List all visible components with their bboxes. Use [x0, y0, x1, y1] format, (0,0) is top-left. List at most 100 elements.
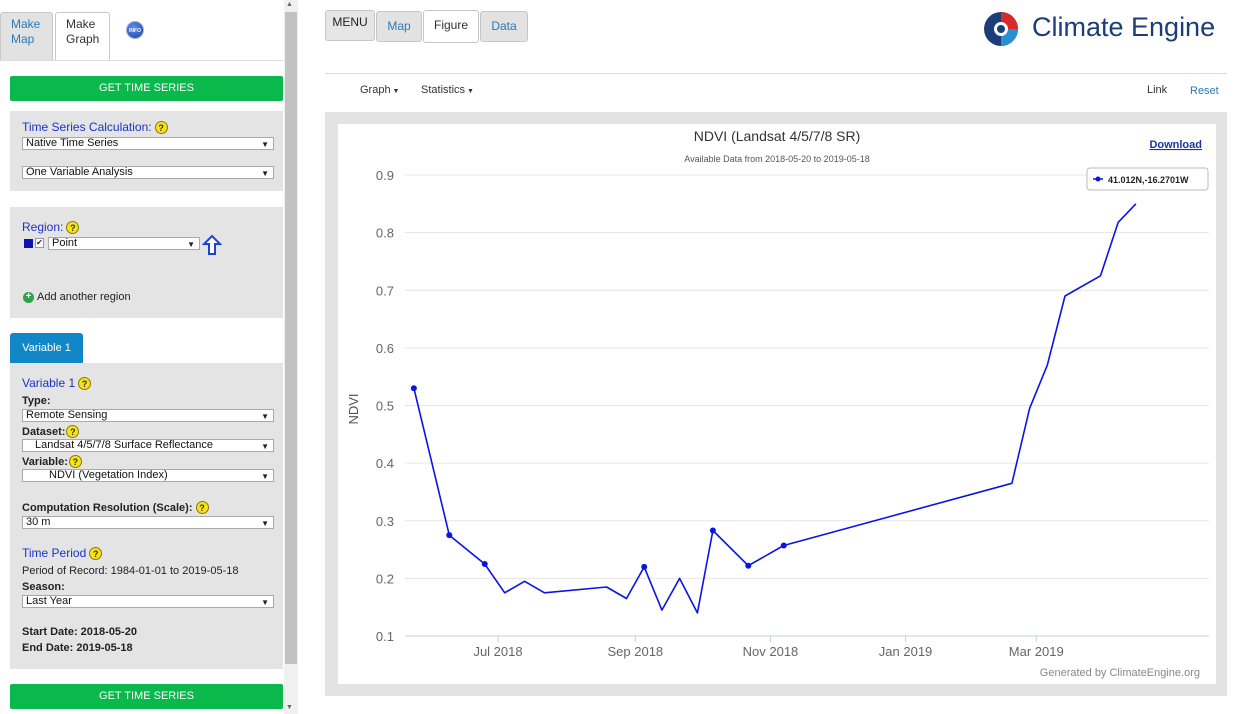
add-region-icon[interactable]: +	[23, 292, 34, 303]
dataset-select[interactable]: Landsat 4/5/7/8 Surface Reflectance ▼	[22, 439, 274, 452]
chart-title: NDVI (Landsat 4/5/7/8 SR)	[694, 128, 861, 144]
x-tick-label: Jul 2018	[473, 644, 522, 659]
data-point	[446, 532, 453, 539]
variable-heading: Variable 1?	[22, 376, 92, 391]
caret-down-icon: ▼	[390, 88, 400, 95]
help-icon[interactable]: ?	[68, 455, 82, 469]
chart-subtitle: Available Data from 2018-05-20 to 2019-0…	[684, 154, 869, 164]
dataset-select-value: Landsat 4/5/7/8 Surface Reflectance	[35, 439, 213, 451]
graph-menu-label: Graph	[360, 84, 391, 96]
type-select[interactable]: Remote Sensing ▼	[22, 409, 274, 422]
region-select-value: Point	[52, 237, 78, 249]
region-section: Region:? ✔ Point ▼ + Add another region	[10, 207, 283, 318]
start-date: Start Date: 2018-05-20	[22, 626, 137, 638]
data-point	[481, 560, 488, 567]
analysis-select-value: One Variable Analysis	[26, 166, 133, 178]
ts-calc-select-value: Native Time Series	[26, 137, 119, 149]
scale-select[interactable]: 30 m ▼	[22, 516, 274, 529]
season-select[interactable]: Last Year ▼	[22, 595, 274, 608]
legend-box	[1086, 167, 1209, 191]
help-icon[interactable]: ?	[78, 377, 92, 391]
scrollbar-thumb[interactable]	[285, 12, 297, 664]
tab-make-graph-line1: Make	[66, 17, 96, 31]
legend-marker-icon	[1095, 176, 1101, 182]
chart-series	[410, 203, 1137, 614]
graph-menu[interactable]: Graph ▼	[360, 84, 399, 96]
variable-select-value: NDVI (Vegetation Index)	[49, 469, 168, 481]
type-label: Type:	[22, 395, 51, 407]
y-tick-label: 0.6	[376, 341, 394, 356]
dropdown-arrow-icon: ▼	[261, 598, 269, 607]
scale-select-value: 30 m	[26, 516, 51, 528]
ndvi-chart: 0.1 0.2 0.3 0.4 0.5 0.6 0.7 0.8 0.9 Jul 2018 Sep …	[346, 128, 1209, 679]
variable-select[interactable]: NDVI (Vegetation Index) ▼	[22, 469, 274, 482]
left-panel: Make Map Make Graph INFO GET TIME SERIES…	[0, 0, 298, 714]
data-point	[410, 385, 417, 392]
get-time-series-button-bottom[interactable]: GET TIME SERIES	[10, 684, 283, 709]
link-button[interactable]: Link	[1147, 84, 1168, 96]
data-point	[709, 527, 716, 534]
tab-figure[interactable]: Figure	[423, 10, 479, 43]
help-icon[interactable]: ?	[66, 425, 80, 439]
reset-button[interactable]: Reset	[1190, 85, 1219, 97]
statistics-menu-label: Statistics	[421, 84, 466, 96]
tab-make-map-line2: Map	[11, 32, 35, 46]
variable-1-tab[interactable]: Variable 1	[10, 333, 83, 363]
variable-field-heading: Variable:?	[22, 454, 82, 469]
region-title: Region:	[22, 220, 64, 234]
help-icon[interactable]: ?	[89, 547, 103, 561]
tab-make-graph[interactable]: Make Graph	[55, 12, 110, 61]
statistics-menu[interactable]: Statistics ▼	[421, 84, 474, 96]
tab-make-map-line1: Make	[11, 17, 41, 31]
tab-map[interactable]: Map	[376, 11, 422, 42]
tab-make-graph-line2: Graph	[66, 32, 100, 46]
help-icon[interactable]: ?	[154, 121, 168, 135]
y-tick-label: 0.3	[376, 514, 394, 529]
dropdown-arrow-icon: ▼	[261, 169, 269, 178]
scroll-up-icon[interactable]: ▲	[286, 1, 293, 8]
ts-calc-select[interactable]: Native Time Series ▼	[22, 137, 274, 150]
info-icon[interactable]: INFO	[126, 21, 144, 39]
dataset-label: Dataset:	[22, 426, 66, 438]
get-time-series-button-top[interactable]: GET TIME SERIES	[10, 76, 283, 101]
season-label: Season:	[22, 581, 65, 593]
tab-make-map[interactable]: Make Map	[0, 12, 53, 60]
upload-arrow-icon[interactable]	[202, 234, 222, 256]
dropdown-arrow-icon: ▼	[261, 472, 269, 481]
type-select-value: Remote Sensing	[26, 409, 108, 421]
region-color-swatch[interactable]	[24, 239, 33, 248]
time-period-title: Time Period	[22, 546, 87, 560]
ts-calc-heading: Time Series Calculation:?	[22, 120, 168, 135]
help-icon[interactable]: ?	[195, 501, 209, 515]
tab-data[interactable]: Data	[480, 11, 528, 42]
add-region-link[interactable]: Add another region	[37, 291, 131, 303]
download-link[interactable]: Download	[1149, 139, 1202, 151]
region-checkbox[interactable]: ✔	[35, 238, 44, 248]
y-tick-label: 0.2	[376, 571, 394, 586]
x-axis-ticks: Jul 2018 Sep 2018 Nov 2018 Jan 2019 Mar 2019	[473, 636, 1064, 659]
scale-label: Computation Resolution (Scale):	[22, 502, 193, 514]
brand-title: Climate Engine	[1032, 12, 1216, 42]
variable-section: Variable 1? Type: Remote Sensing ▼ Datase…	[10, 363, 283, 669]
help-icon[interactable]: ?	[66, 221, 80, 235]
chart-credit: Generated by ClimateEngine.org	[1040, 667, 1200, 679]
region-select[interactable]: Point ▼	[48, 237, 200, 250]
time-series-calc-section: Time Series Calculation:? Native Time Se…	[10, 111, 283, 191]
data-point	[780, 542, 787, 549]
scale-heading: Computation Resolution (Scale):?	[22, 500, 209, 515]
variable-title: Variable 1	[22, 376, 76, 390]
x-tick-label: Mar 2019	[1009, 644, 1064, 659]
dropdown-arrow-icon: ▼	[261, 519, 269, 528]
dropdown-arrow-icon: ▼	[187, 240, 195, 249]
y-tick-label: 0.5	[376, 399, 394, 414]
scroll-down-icon[interactable]: ▼	[286, 704, 293, 711]
analysis-select[interactable]: One Variable Analysis ▼	[22, 166, 274, 179]
y-tick-label: 0.4	[376, 456, 394, 471]
ts-calc-title: Time Series Calculation:	[22, 120, 152, 134]
dropdown-arrow-icon: ▼	[261, 140, 269, 149]
chart-panel	[338, 124, 1216, 684]
menu-button[interactable]: MENU	[325, 10, 375, 41]
chart-legend: 41.012N,-16.2701W	[1086, 167, 1209, 191]
data-point	[745, 562, 752, 569]
chart-gridlines	[405, 174, 1209, 579]
